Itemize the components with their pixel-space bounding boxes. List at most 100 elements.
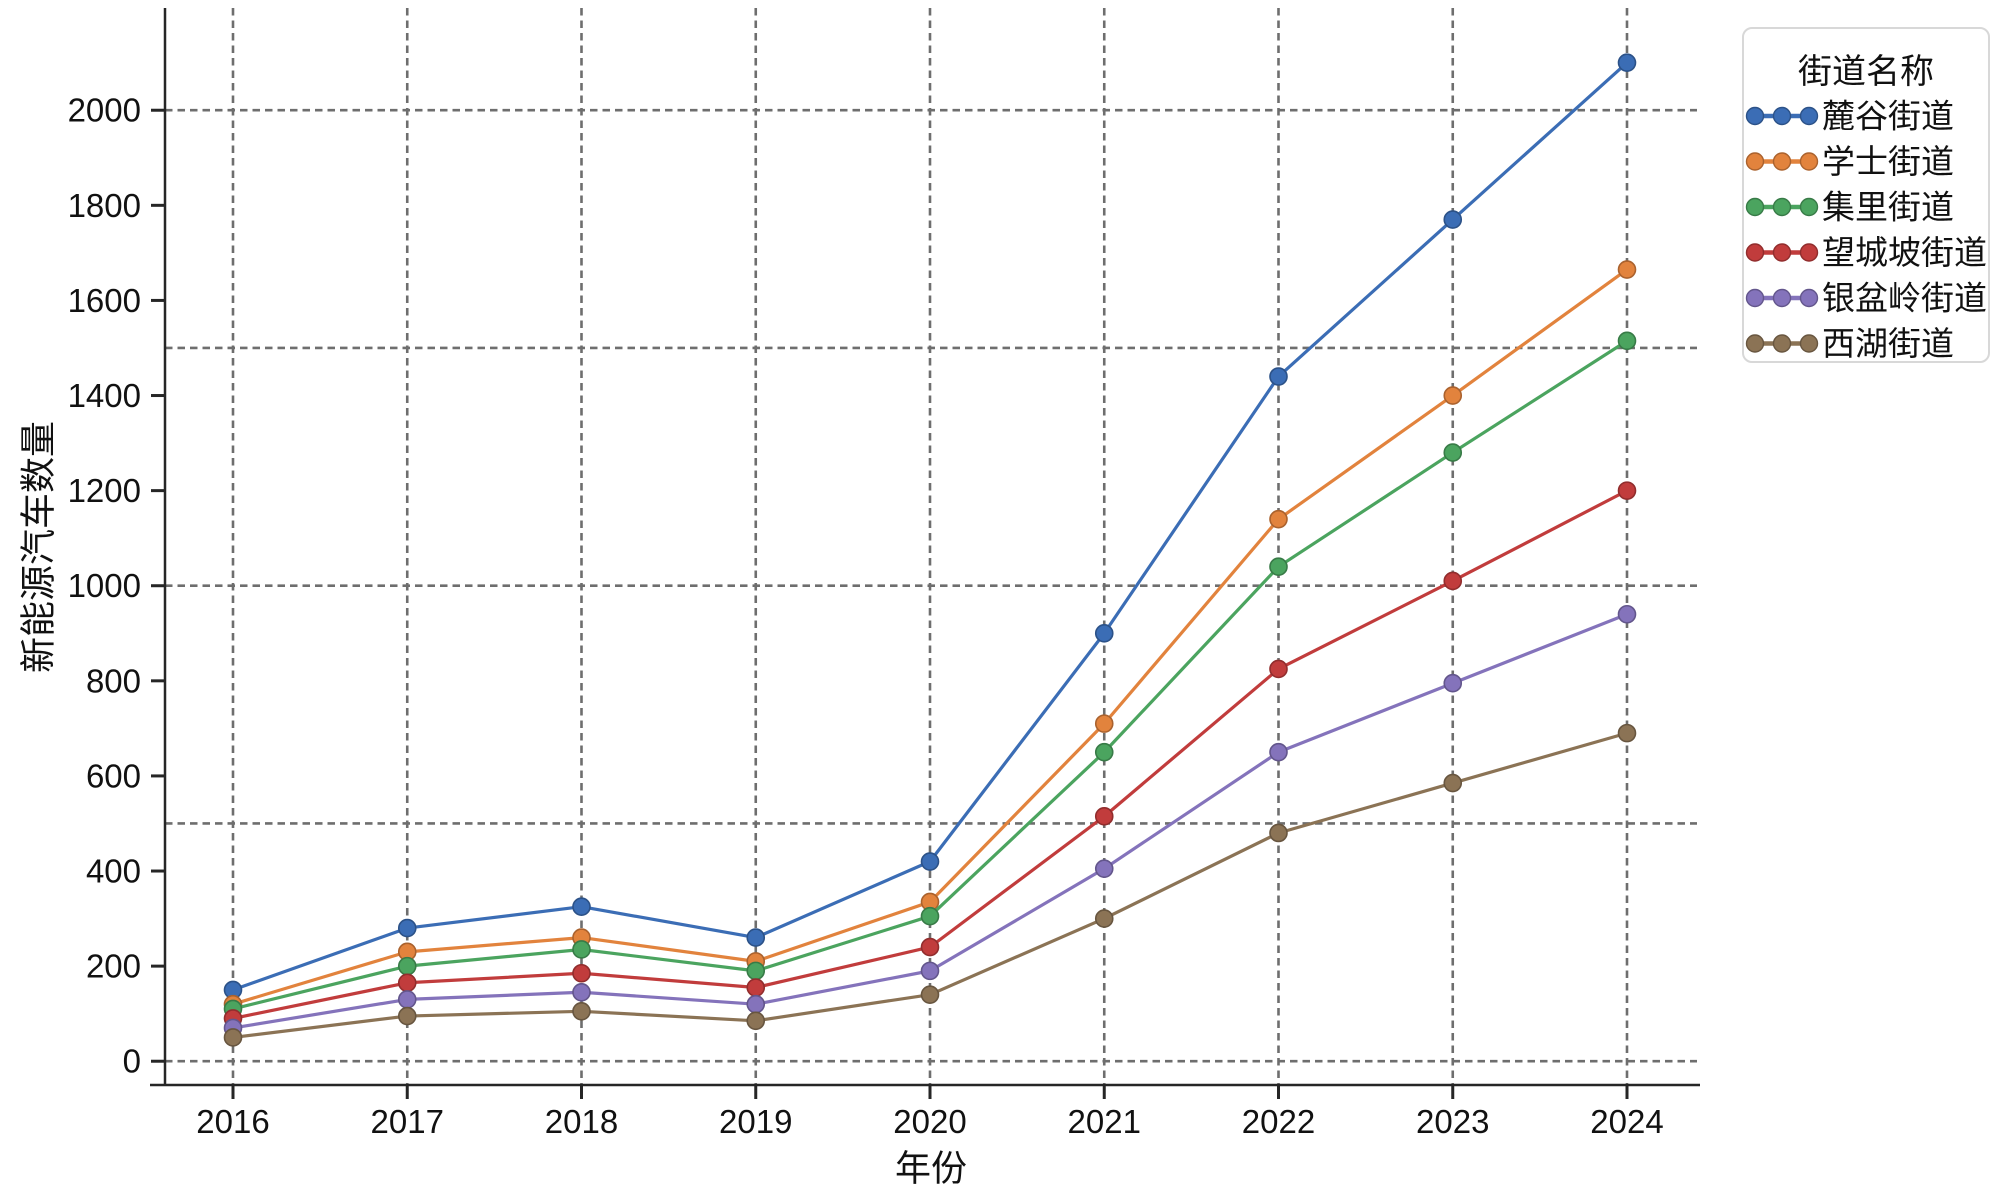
data-point bbox=[572, 1001, 591, 1021]
series-0 bbox=[223, 53, 1637, 1000]
data-point bbox=[746, 994, 766, 1014]
data-point bbox=[1094, 807, 1114, 826]
data-point bbox=[397, 956, 417, 976]
data-point bbox=[1443, 210, 1463, 229]
x-tick-label: 2020 bbox=[893, 1103, 966, 1140]
y-tick-label: 1000 bbox=[68, 567, 141, 604]
gridlines bbox=[165, 8, 1697, 1085]
data-point bbox=[920, 852, 940, 871]
legend-entry-label: 西湖街道 bbox=[1822, 325, 1954, 362]
legend-entry: 麓谷街道 bbox=[1745, 98, 1954, 135]
data-point bbox=[1617, 331, 1637, 351]
y-tick-label: 1200 bbox=[68, 472, 141, 509]
data-point bbox=[1617, 481, 1637, 500]
legend-entry: 望城坡街道 bbox=[1745, 234, 1987, 271]
data-point bbox=[920, 937, 940, 957]
legend-title: 街道名称 bbox=[1798, 53, 1934, 91]
x-tick-label: 2024 bbox=[1590, 1103, 1663, 1140]
data-point bbox=[1269, 742, 1288, 762]
data-point bbox=[572, 963, 591, 983]
legend-marker-dot bbox=[1799, 334, 1819, 353]
x-tick-label: 2016 bbox=[196, 1103, 269, 1140]
x-tick-label: 2023 bbox=[1416, 1103, 1489, 1140]
data-point bbox=[1269, 509, 1288, 529]
legend-marker-dot bbox=[1772, 106, 1792, 126]
legend-marker-dot bbox=[1772, 243, 1792, 262]
data-point bbox=[920, 985, 940, 1004]
data-point bbox=[1443, 773, 1463, 793]
legend-entry-label: 麓谷街道 bbox=[1822, 98, 1954, 135]
data-point bbox=[1094, 742, 1114, 762]
legend-entry: 西湖街道 bbox=[1745, 325, 1954, 362]
legend-entry: 银盆岭街道 bbox=[1745, 280, 1987, 317]
legend-entry: 集里街道 bbox=[1745, 189, 1954, 226]
data-point bbox=[1269, 659, 1288, 679]
data-point bbox=[1617, 723, 1637, 743]
legend-marker-dot bbox=[1799, 197, 1819, 217]
x-tick-label: 2017 bbox=[371, 1103, 444, 1140]
legend-entry-label: 望城坡街道 bbox=[1822, 234, 1987, 271]
legend-marker-dot bbox=[1745, 288, 1765, 308]
data-point bbox=[1443, 571, 1463, 591]
legend-marker-dot bbox=[1772, 152, 1792, 171]
y-tick-label: 1400 bbox=[68, 377, 141, 414]
data-point bbox=[746, 1011, 766, 1031]
y-tick-label: 1800 bbox=[68, 187, 141, 224]
y-tick-label: 400 bbox=[86, 853, 141, 890]
data-point bbox=[572, 897, 591, 916]
legend-marker-dot bbox=[1799, 106, 1819, 126]
x-tick-label: 2022 bbox=[1242, 1103, 1315, 1140]
axes: 0 200 400 600 800 1000 1200 1400 1600 1800 2000 201… bbox=[18, 8, 1700, 1189]
data-point bbox=[746, 961, 766, 981]
legend-marker-dot bbox=[1799, 152, 1819, 171]
legend-marker-dot bbox=[1799, 288, 1819, 308]
legend-marker-dot bbox=[1799, 243, 1819, 262]
data-point bbox=[397, 918, 417, 938]
series-3 bbox=[223, 481, 1637, 1028]
data-point bbox=[920, 961, 940, 981]
legend-marker-dot bbox=[1745, 152, 1765, 171]
data-point bbox=[1094, 623, 1114, 643]
data-point bbox=[1269, 557, 1288, 577]
data-point bbox=[1443, 443, 1463, 462]
legend-marker-dot bbox=[1745, 334, 1765, 353]
data-point bbox=[1094, 714, 1114, 733]
legend-marker-dot bbox=[1772, 288, 1792, 308]
x-tick-label: 2019 bbox=[719, 1103, 792, 1140]
series-4 bbox=[223, 604, 1637, 1038]
data-point bbox=[746, 978, 766, 997]
data-point bbox=[1269, 823, 1288, 843]
data-point bbox=[397, 1006, 417, 1026]
data-point bbox=[1443, 386, 1463, 405]
legend-marker-dot bbox=[1772, 197, 1792, 217]
legend-entry: 学士街道 bbox=[1745, 143, 1954, 180]
legend-entry-label: 学士街道 bbox=[1822, 143, 1954, 180]
data-point bbox=[746, 928, 766, 947]
legend-marker-dot bbox=[1745, 243, 1765, 262]
data-point bbox=[397, 990, 417, 1009]
y-tick-label: 1600 bbox=[68, 282, 141, 319]
data-point bbox=[572, 940, 591, 959]
x-axis-label: 年份 bbox=[895, 1148, 967, 1189]
legend-marker-dot bbox=[1745, 197, 1765, 217]
x-tick-label: 2021 bbox=[1068, 1103, 1141, 1140]
data-point bbox=[572, 982, 591, 1002]
data-point bbox=[1617, 53, 1637, 72]
legend-marker-dot bbox=[1772, 334, 1792, 353]
legend-marker-dot bbox=[1745, 106, 1765, 126]
y-tick-label: 2000 bbox=[68, 92, 141, 129]
x-tick-label: 2018 bbox=[545, 1103, 618, 1140]
y-tick-label: 200 bbox=[86, 948, 141, 985]
legend-entry-label: 集里街道 bbox=[1822, 189, 1954, 226]
series-2 bbox=[223, 331, 1637, 1019]
data-point bbox=[1094, 909, 1114, 928]
data-point bbox=[223, 1028, 243, 1047]
data-point bbox=[1617, 260, 1637, 279]
data-point bbox=[1269, 367, 1288, 386]
y-tick-label: 800 bbox=[86, 662, 141, 699]
y-axis-label: 新能源汽车数量 bbox=[18, 421, 59, 673]
y-tick-label: 0 bbox=[123, 1043, 141, 1080]
